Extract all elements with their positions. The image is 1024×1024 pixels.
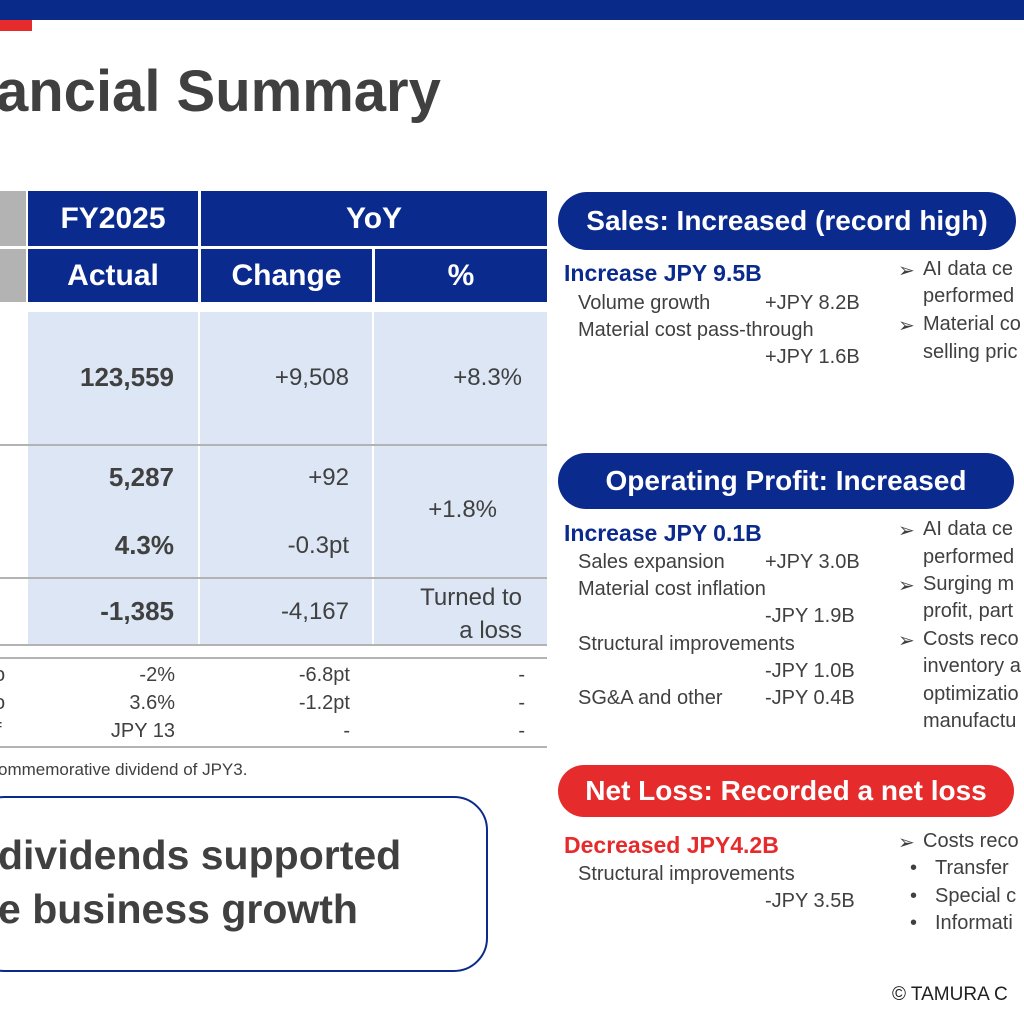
op-headline: Increase JPY 0.1B bbox=[564, 520, 762, 546]
sales-item-value: +JPY 8.2B bbox=[765, 292, 860, 314]
arrow-bullet-icon: ➢ bbox=[898, 630, 915, 652]
arrow-bullet-icon: ➢ bbox=[898, 315, 915, 337]
sales-item-label: Material cost pass-through bbox=[578, 319, 814, 341]
dividend-callout bbox=[0, 796, 488, 972]
table-cell: 5,287 bbox=[108, 462, 174, 492]
op-item-label: Material cost inflation bbox=[578, 578, 766, 600]
sales-bullet: Material co bbox=[923, 313, 1021, 335]
arrow-bullet-icon: ➢ bbox=[898, 520, 915, 542]
table-cell: JPY 13 bbox=[110, 720, 175, 742]
header-actual: Actual bbox=[28, 249, 198, 302]
table-footnote: ommemorative dividend of JPY3. bbox=[0, 760, 248, 779]
operating-profit-pill: Operating Profit: Increased bbox=[558, 453, 1014, 509]
table-cell: Turned to a loss bbox=[375, 581, 522, 647]
header-pct: % bbox=[375, 249, 547, 302]
net-bullet: Special c bbox=[935, 885, 1017, 907]
column-divider bbox=[198, 312, 200, 644]
net-bullet: Informati bbox=[935, 912, 1013, 934]
table-cell: +92 bbox=[308, 464, 349, 491]
row-mark: o bbox=[0, 664, 5, 687]
page-title: ancial Summary bbox=[0, 59, 441, 124]
op-item-value: +JPY 3.0B bbox=[765, 551, 860, 573]
op-item-value: -JPY 0.4B bbox=[765, 687, 855, 709]
op-item-value: -JPY 1.0B bbox=[765, 660, 855, 682]
header-change: Change bbox=[201, 249, 372, 302]
header-yoy: YoY bbox=[201, 191, 547, 246]
row-divider bbox=[0, 444, 547, 446]
table-cell: - bbox=[518, 692, 525, 714]
op-bullet: AI data ce bbox=[923, 518, 1014, 540]
dot-bullet-icon: • bbox=[910, 885, 918, 907]
op-item-label: SG&A and other bbox=[578, 687, 723, 709]
table-cell: -1,385 bbox=[100, 596, 174, 626]
net-bullet: Costs reco bbox=[923, 830, 1019, 852]
column-divider bbox=[372, 312, 374, 644]
row-divider bbox=[0, 577, 547, 579]
header-gray-cell bbox=[0, 249, 26, 302]
table-cell: - bbox=[343, 720, 350, 742]
top-accent bbox=[0, 20, 32, 31]
op-bullet: performed bbox=[923, 546, 1015, 568]
op-bullet: Surging m bbox=[923, 573, 1015, 595]
row-divider bbox=[0, 644, 547, 646]
row-mark: o bbox=[0, 692, 5, 715]
arrow-bullet-icon: ➢ bbox=[898, 260, 915, 282]
table-cell-line: a loss bbox=[459, 617, 522, 644]
net-loss-pill: Net Loss: Recorded a net loss bbox=[558, 765, 1014, 817]
sales-item-value: +JPY 1.6B bbox=[765, 346, 860, 368]
table-body bbox=[28, 312, 547, 644]
net-item-value: -JPY 3.5B bbox=[765, 890, 855, 912]
table-cell: -6.8pt bbox=[298, 664, 350, 686]
op-item-label: Sales expansion bbox=[578, 551, 725, 573]
header-gray-cell bbox=[0, 191, 26, 246]
table-cell: 4.3% bbox=[114, 530, 174, 560]
arrow-bullet-icon: ➢ bbox=[898, 575, 915, 597]
net-bullet: Transfer bbox=[935, 857, 1009, 879]
row-divider bbox=[0, 746, 547, 748]
op-bullet: manufactu bbox=[923, 710, 1017, 732]
net-headline: Decreased JPY4.2B bbox=[564, 832, 779, 858]
op-bullet: Costs reco bbox=[923, 628, 1019, 650]
op-bullet: optimizatio bbox=[923, 683, 1019, 705]
table-cell: -4,167 bbox=[280, 598, 349, 625]
table-cell: +9,508 bbox=[274, 364, 349, 391]
table-cell: +1.8% bbox=[428, 496, 497, 523]
header-fy: FY2025 bbox=[28, 191, 198, 246]
sales-bullet: selling pric bbox=[923, 341, 1018, 363]
table-cell: -1.2pt bbox=[298, 692, 350, 714]
dot-bullet-icon: • bbox=[910, 912, 918, 934]
op-bullet: inventory a bbox=[923, 655, 1021, 677]
table-cell: - bbox=[518, 664, 525, 686]
callout-line: e business growth bbox=[0, 886, 358, 932]
sales-bullet: AI data ce bbox=[923, 258, 1014, 280]
table-cell: 3.6% bbox=[129, 692, 175, 714]
op-item-label: Structural improvements bbox=[578, 633, 795, 655]
table-cell: -0.3pt bbox=[287, 532, 349, 559]
sales-pill: Sales: Increased (record high) bbox=[558, 192, 1016, 250]
copyright: © TAMURA C bbox=[892, 984, 1008, 1005]
sales-bullet: performed bbox=[923, 285, 1015, 307]
dot-bullet-icon: • bbox=[910, 857, 918, 879]
table-cell: - bbox=[518, 720, 525, 742]
row-mark: f bbox=[0, 720, 2, 743]
op-item-value: -JPY 1.9B bbox=[765, 605, 855, 627]
callout-line: dividends supported bbox=[0, 832, 402, 878]
table-cell-line: Turned to bbox=[420, 584, 522, 611]
sales-headline: Increase JPY 9.5B bbox=[564, 260, 762, 286]
sales-item-label: Volume growth bbox=[578, 292, 711, 314]
top-bar bbox=[0, 0, 1024, 20]
net-item-label: Structural improvements bbox=[578, 863, 795, 885]
table-cell: +8.3% bbox=[453, 364, 522, 391]
row-divider bbox=[0, 657, 547, 659]
table-cell: 123,559 bbox=[80, 362, 174, 392]
op-bullet: profit, part bbox=[923, 600, 1014, 622]
table-cell: -2% bbox=[139, 664, 175, 686]
arrow-bullet-icon: ➢ bbox=[898, 832, 915, 854]
